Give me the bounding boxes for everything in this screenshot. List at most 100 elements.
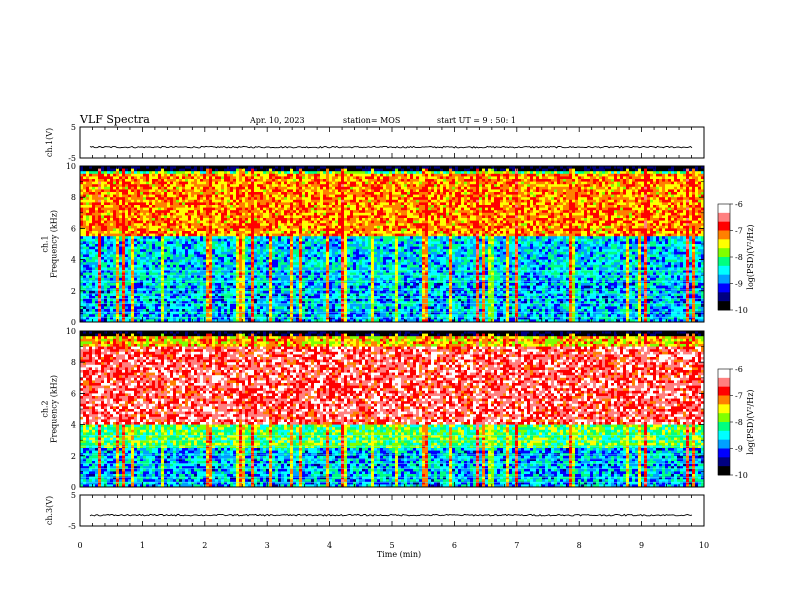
spectrogram-cell: [152, 249, 155, 252]
spectrogram-cell: [92, 226, 95, 229]
spectrogram-cell: [89, 179, 92, 182]
spectrogram-cell: [116, 228, 119, 231]
spectrogram-cell: [101, 309, 104, 312]
spectrogram-cell: [89, 278, 92, 281]
spectrogram-cell: [98, 231, 101, 234]
spectrogram-cell: [140, 184, 143, 187]
spectrogram-cell: [140, 312, 143, 315]
spectrogram-cell: [128, 213, 131, 216]
spectrogram-cell: [125, 213, 128, 216]
spectrogram-cell: [86, 231, 89, 234]
spectrogram-cell: [143, 254, 146, 257]
spectrogram-cell: [149, 306, 152, 309]
spectrogram-cell: [119, 275, 122, 278]
spectrogram-cell: [86, 239, 89, 242]
spectrogram-cell: [128, 200, 131, 203]
spectrogram-cell: [95, 291, 98, 294]
spectrogram-cell: [146, 200, 149, 203]
spectrogram-cell: [149, 195, 152, 198]
spectrogram-cell: [110, 254, 113, 257]
spectrogram-cell: [146, 265, 149, 268]
spectrogram-cell: [149, 252, 152, 255]
spectrogram-cell: [95, 304, 98, 307]
spectrogram-cell: [155, 223, 158, 226]
spectrogram-cell: [152, 231, 155, 234]
spectrogram-cell: [104, 252, 107, 255]
spectrogram-cell: [137, 239, 140, 242]
spectrogram-cell: [86, 187, 89, 190]
spectrogram-cell: [116, 213, 119, 216]
spectrogram-cell: [143, 280, 146, 283]
spectrogram-cell: [125, 278, 128, 281]
spectrogram-cell: [122, 267, 125, 270]
spectrogram-cell: [119, 187, 122, 190]
spectrogram-cell: [143, 278, 146, 281]
spectrogram-cell: [89, 231, 92, 234]
spectrogram-cell: [146, 189, 149, 192]
spectrogram-cell: [89, 291, 92, 294]
spectrogram-cell: [95, 265, 98, 268]
spectrogram-cell: [140, 182, 143, 185]
spectrogram-cell: [83, 192, 86, 195]
spectrogram-cell: [107, 195, 110, 198]
spectrogram-cell: [140, 223, 143, 226]
spectrogram-cell: [83, 200, 86, 203]
spectrogram-cell: [116, 187, 119, 190]
spectrogram-cell: [86, 228, 89, 231]
spectrogram-cell: [83, 286, 86, 289]
spectrogram-cell: [116, 278, 119, 281]
spectrogram-cell: [95, 213, 98, 216]
spectrogram-cell: [104, 260, 107, 263]
spectrogram-cell: [134, 221, 137, 224]
spectrogram-cell: [101, 244, 104, 247]
spectrogram-cell: [83, 260, 86, 263]
spectrogram-cell: [137, 192, 140, 195]
spectrogram-cell: [92, 288, 95, 291]
spectrogram-cell: [92, 223, 95, 226]
spectrogram-cell: [149, 189, 152, 192]
spectrogram-cell: [134, 215, 137, 218]
spectrogram-cell: [92, 202, 95, 205]
spectrogram-cell: [152, 187, 155, 190]
spectrogram-cell: [107, 202, 110, 205]
spectrogram-cell: [116, 223, 119, 226]
spectrogram-cell: [98, 221, 101, 224]
spectrogram-cell: [92, 309, 95, 312]
spectrogram-cell: [86, 252, 89, 255]
spectrogram-cell: [110, 299, 113, 302]
spectrogram-cell: [143, 192, 146, 195]
spectrogram-cell: [101, 260, 104, 263]
spectrogram-cell: [137, 275, 140, 278]
spectrogram-cell: [104, 247, 107, 250]
spectrogram-cell: [113, 291, 116, 294]
spectrogram-cell: [86, 314, 89, 317]
spectrogram-cell: [149, 179, 152, 182]
spectrogram-cell: [146, 213, 149, 216]
spectrogram-cell: [116, 205, 119, 208]
spectrogram-cell: [107, 286, 110, 289]
spectrogram-cell: [149, 215, 152, 218]
spectrogram-cell: [104, 280, 107, 283]
spectrogram-cell: [104, 283, 107, 286]
spectrogram-cell: [113, 304, 116, 307]
spectrogram-cell: [122, 283, 125, 286]
spectrogram-cell: [80, 223, 83, 226]
spectrogram-cell: [134, 280, 137, 283]
spectrogram-cell: [83, 174, 86, 177]
spectrogram-cell: [119, 280, 122, 283]
spectrogram-cell: [122, 228, 125, 231]
spectrogram-cell: [143, 197, 146, 200]
spectrogram-cell: [86, 189, 89, 192]
spectrogram-cell: [95, 179, 98, 182]
spectrogram-cell: [95, 197, 98, 200]
spectrogram-cell: [113, 200, 116, 203]
spectrogram-cell: [89, 267, 92, 270]
spectrogram-cell: [116, 244, 119, 247]
spectrogram-cell: [107, 182, 110, 185]
spectrogram-cell: [113, 247, 116, 250]
spectrogram-cell: [140, 205, 143, 208]
spectrogram-cell: [140, 176, 143, 179]
spectrogram-cell: [137, 291, 140, 294]
spectrogram-cell: [107, 213, 110, 216]
spectrogram-cell: [122, 215, 125, 218]
